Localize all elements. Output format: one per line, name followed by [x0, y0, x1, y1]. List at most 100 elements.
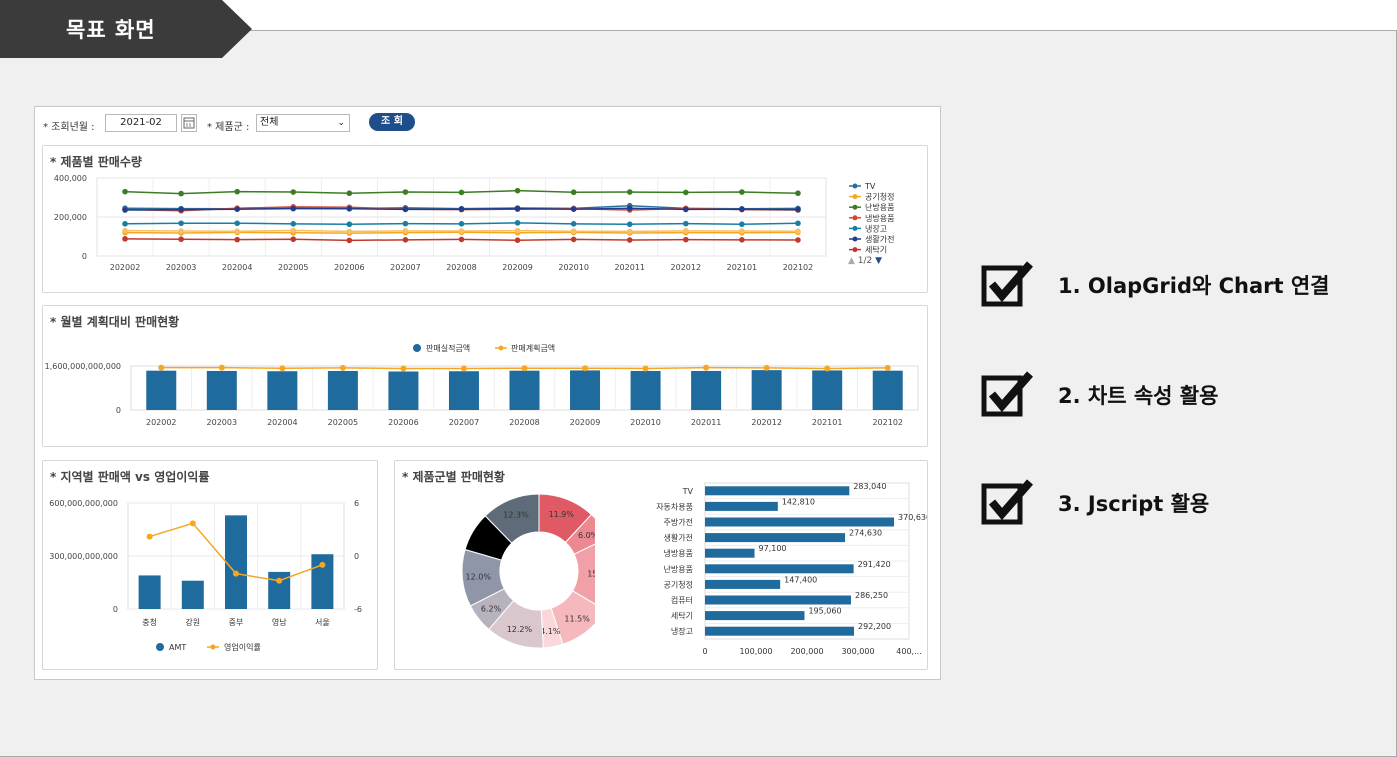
- y-tick-label: 세탁기: [671, 611, 693, 621]
- data-point: [739, 228, 745, 234]
- bar: [311, 554, 334, 609]
- bar: [630, 370, 661, 410]
- month-filter-label: * 조회년월 :: [43, 122, 95, 133]
- checklist-item: 1. OlapGrid와 Chart 연결: [980, 260, 1380, 307]
- legend-label: 공기청정: [865, 192, 894, 202]
- sales-qty-panel: * 제품별 판매수량 0 200,000 400,000 202002 202003 20…: [42, 145, 928, 293]
- y-tick-label: 0: [82, 252, 87, 261]
- y-tick-label: 200,000: [54, 213, 87, 222]
- x-tick-label: 202102: [783, 263, 814, 272]
- data-point: [739, 237, 745, 243]
- bar: [705, 579, 781, 589]
- data-point: [795, 237, 801, 243]
- data-point: [290, 236, 297, 243]
- data-label: 283,040: [853, 482, 886, 491]
- x-tick-label: 202010: [558, 263, 589, 272]
- data-label: 292,200: [858, 622, 891, 631]
- data-point: [339, 364, 346, 371]
- y-tick-label: 난방용품: [664, 564, 693, 574]
- bar: [705, 611, 805, 621]
- legend-marker: [852, 225, 858, 231]
- search-button[interactable]: 조 회: [369, 113, 415, 131]
- y-tick-label: 0: [116, 406, 121, 415]
- data-point: [626, 205, 633, 212]
- legend-label: 난방용품: [865, 202, 894, 212]
- y2-tick-label: 0: [354, 552, 359, 561]
- legend-marker: [852, 183, 858, 189]
- calendar-icon[interactable]: [181, 114, 197, 132]
- region-panel: * 지역별 판매액 vs 영업이익률 0 300,000,000,000 600,0…: [42, 460, 378, 670]
- data-label: 142,810: [782, 497, 815, 506]
- data-point: [402, 237, 409, 243]
- data-point: [514, 220, 521, 226]
- x-tick-label: 202102: [872, 418, 903, 427]
- data-point: [178, 220, 184, 227]
- data-point: [122, 227, 128, 234]
- data-label: 286,250: [855, 591, 888, 600]
- x-tick-label: 202101: [727, 263, 758, 272]
- data-point: [346, 190, 353, 197]
- data-point: [626, 228, 633, 235]
- group-select-value: 전체: [260, 117, 279, 128]
- x-tick-label: 202006: [334, 263, 365, 272]
- data-point: [189, 520, 196, 527]
- x-tick-label: 202010: [630, 418, 661, 427]
- bar: [705, 517, 895, 527]
- data-point: [458, 236, 465, 243]
- plan-vs-actual-chart: 0 1,600,000,000,000 202002 202003 202004 2020…: [45, 343, 919, 427]
- checkbox-checked-icon: [981, 479, 1034, 525]
- legend-pager[interactable]: ▲ 1/2 ▼: [848, 256, 882, 266]
- x-tick-label: 202012: [671, 263, 702, 272]
- x-tick-label: 202012: [751, 418, 782, 427]
- x-tick-label: 202005: [278, 263, 309, 272]
- search-button-label: 조 회: [381, 116, 403, 127]
- x-tick-label: 300,000: [841, 647, 874, 656]
- checklist-label: 1. OlapGrid와 Chart 연결: [1058, 274, 1330, 298]
- bar: [691, 370, 722, 410]
- bar: [705, 486, 850, 496]
- data-point: [400, 365, 407, 372]
- legend-marker: [413, 344, 421, 352]
- legend-label: 판매실적금액: [426, 343, 470, 353]
- data-point: [683, 189, 689, 196]
- data-point: [795, 190, 801, 197]
- group-sales-bar-chart: TV 283,040 자동차용품 142,810 주방가전 370,630 생활가전 274,…: [656, 482, 927, 656]
- y-tick-label: 생활가전: [664, 533, 693, 543]
- x-tick-label: 200,000: [790, 647, 823, 656]
- data-point: [514, 187, 521, 194]
- data-point: [158, 364, 165, 371]
- legend-label: 영업이익률: [224, 642, 261, 652]
- y2-tick-label: -6: [354, 605, 362, 614]
- x-tick-label: 202101: [812, 418, 843, 427]
- page-down-icon[interactable]: ▼: [875, 256, 883, 266]
- group-select[interactable]: 전체 ⌄: [256, 114, 350, 132]
- bar: [705, 626, 855, 636]
- data-point: [626, 237, 633, 243]
- data-point: [458, 189, 465, 196]
- page-up-icon[interactable]: ▲: [848, 256, 855, 266]
- data-point: [739, 206, 745, 212]
- slice-label: 6.2%: [481, 605, 502, 614]
- donut-slice: [484, 493, 540, 544]
- x-tick-label: 서울: [315, 618, 330, 627]
- x-tick-label: 202004: [267, 418, 298, 427]
- data-point: [683, 220, 689, 227]
- bar: [206, 370, 237, 410]
- x-tick-label: 202002: [146, 418, 177, 427]
- x-tick-label: 0: [702, 647, 707, 656]
- y-tick-label: 1,600,000,000,000: [45, 362, 121, 371]
- data-point: [178, 236, 184, 243]
- data-point: [570, 228, 577, 235]
- data-point: [402, 228, 409, 234]
- x-tick-label: 202005: [328, 418, 359, 427]
- data-point: [178, 206, 184, 213]
- month-input[interactable]: 2021-02: [105, 114, 177, 132]
- donut-slice: [571, 543, 595, 605]
- data-point: [122, 188, 128, 195]
- data-point: [683, 236, 689, 243]
- y-tick-label: 냉장고: [671, 626, 693, 636]
- data-point: [122, 207, 128, 213]
- bar: [705, 533, 846, 543]
- x-tick-label: 202004: [222, 263, 253, 272]
- region-chart: 0 300,000,000,000 600,000,000,000 -6 0 6 충청 강원 중…: [49, 499, 362, 652]
